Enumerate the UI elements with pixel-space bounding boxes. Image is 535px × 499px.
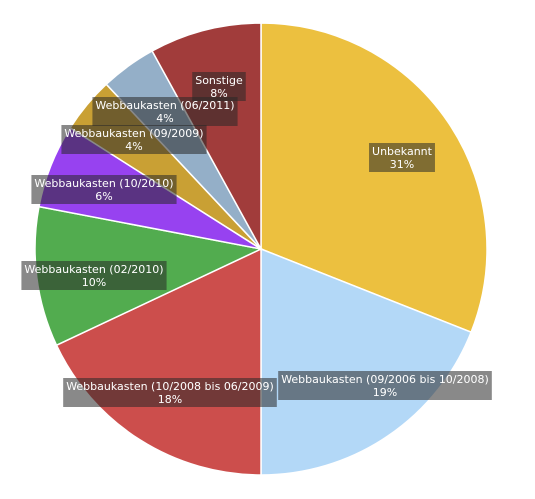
pie-label-percent: 4% [156,112,173,125]
pie-label-name: Webbaukasten (10/2008 bis 06/2009) [66,380,274,393]
pie-label-box [61,125,207,154]
pie-label-percent: 4% [125,140,142,153]
pie-label-percent: 8% [210,87,227,100]
pie-slices [34,22,488,476]
pie-label-percent: 18% [158,393,182,406]
pie-label-1: Webbaukasten (09/2006 bis 10/2008)19% [278,371,492,400]
pie-slice-1[interactable] [260,247,473,476]
pie-label-percent: 6% [95,190,112,203]
pie-label-name: Webbaukasten (09/2006 bis 10/2008) [281,373,489,386]
pie-label-box [31,175,177,204]
pie-label-box [192,72,246,101]
pie-label-2: Webbaukasten (10/2008 bis 06/2009)18% [63,378,277,407]
pie-label-4: Webbaukasten (10/2010)6% [31,175,177,204]
pie-label-box [63,378,277,407]
pie-label-name: Unbekannt [372,145,433,158]
pie-label-name: Sonstige [195,74,243,87]
pie-slice-0[interactable] [260,22,488,334]
pie-label-percent: 10% [82,276,106,289]
pie-label-3: Webbaukasten (02/2010)10% [21,261,167,290]
pie-label-name: Webbaukasten (06/2011) [95,99,234,112]
pie-label-6: Webbaukasten (06/2011)4% [92,97,238,126]
pie-label-box [21,261,167,290]
pie-label-percent: 31% [390,158,414,171]
pie-label-box [92,97,238,126]
pie-label-box [278,371,492,400]
pie-label-name: Webbaukasten (02/2010) [24,263,163,276]
pie-label-box [369,143,435,172]
pie-label-name: Webbaukasten (10/2010) [34,177,173,190]
pie-slice-2[interactable] [55,247,262,476]
pie-label-5: Webbaukasten (09/2009)4% [61,125,207,154]
pie-label-name: Webbaukasten (09/2009) [64,127,203,140]
pie-label-percent: 19% [373,386,397,399]
